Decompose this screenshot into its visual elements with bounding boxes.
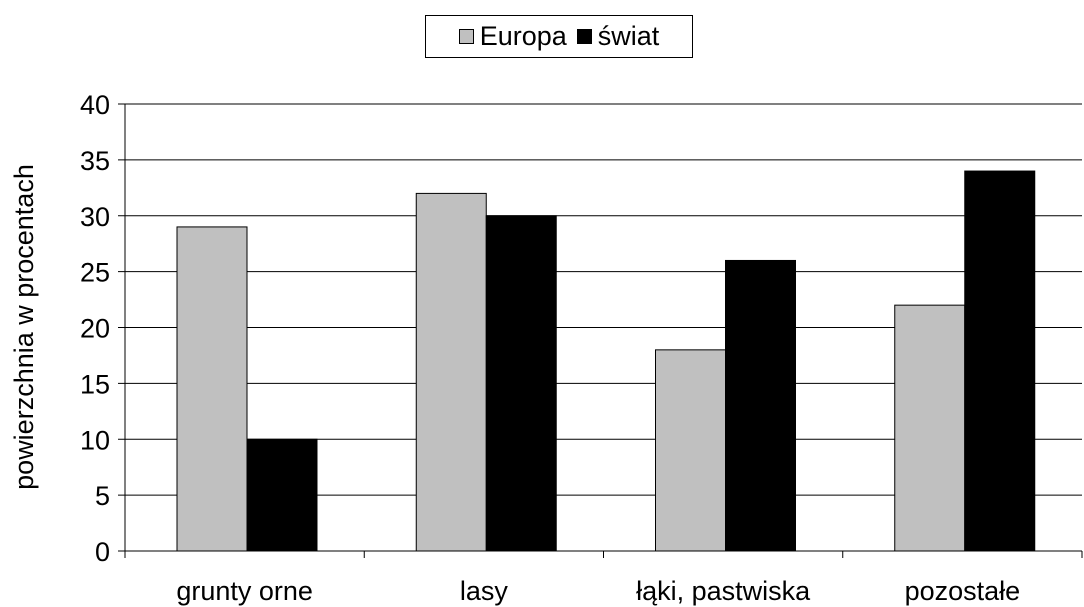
legend-item-europa: Europa bbox=[458, 21, 567, 52]
bar-swiat-1 bbox=[485, 215, 557, 552]
legend-label-europa: Europa bbox=[479, 21, 567, 51]
bar-europa-3 bbox=[894, 304, 966, 552]
x-tick-label-1: lasy bbox=[460, 576, 509, 606]
y-tick-label-25: 25 bbox=[80, 258, 110, 288]
x-tick-label-3: pozostałe bbox=[905, 576, 1021, 606]
y-axis-label: powierzchnia w procentach bbox=[9, 164, 39, 490]
axes bbox=[118, 103, 1083, 558]
y-tick-label-30: 30 bbox=[80, 202, 110, 232]
legend-item-swiat: świat bbox=[576, 21, 660, 52]
x-tick-label-0: grunty orne bbox=[176, 576, 313, 606]
y-tick-label-0: 0 bbox=[95, 537, 110, 567]
bar-swiat-3 bbox=[964, 170, 1036, 552]
x-tick-labels: grunty orne lasy łąki, pastwiska pozostałe bbox=[176, 576, 1020, 606]
legend-swatch-europa bbox=[458, 29, 474, 44]
legend-label-swiat: świat bbox=[597, 21, 660, 51]
y-tick-label-5: 5 bbox=[95, 481, 110, 511]
y-tick-label-15: 15 bbox=[80, 369, 110, 399]
x-tick-label-2: łąki, pastwiska bbox=[636, 576, 811, 606]
legend-swatch-swiat bbox=[576, 29, 592, 44]
y-tick-label-40: 40 bbox=[80, 90, 110, 120]
bar-swiat-2 bbox=[725, 259, 796, 552]
y-tick-labels: 0 5 10 15 20 25 30 35 40 bbox=[80, 90, 110, 567]
y-tick-label-10: 10 bbox=[80, 425, 110, 455]
bar-swiat-0 bbox=[246, 438, 318, 552]
y-tick-label-20: 20 bbox=[80, 314, 110, 344]
bar-europa-2 bbox=[655, 349, 726, 552]
bar-europa-1 bbox=[415, 192, 487, 552]
bars bbox=[176, 170, 1036, 552]
bar-europa-0 bbox=[176, 226, 248, 552]
y-tick-label-35: 35 bbox=[80, 146, 110, 176]
legend: Europa świat bbox=[425, 15, 693, 58]
